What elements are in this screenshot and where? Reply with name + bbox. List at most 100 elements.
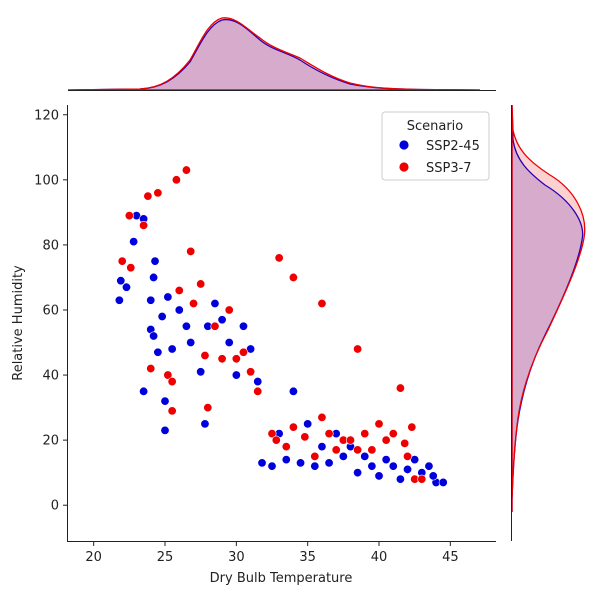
scatter-point-ssp3-7 xyxy=(126,263,136,273)
legend-title: Scenario xyxy=(407,119,464,134)
kde-y-ssp3-7 xyxy=(511,104,586,512)
scatter-point-ssp3-7 xyxy=(167,377,177,387)
legend-label-ssp3-7: SSP3-7 xyxy=(426,161,472,176)
scatter-points xyxy=(114,165,448,487)
y-ticks: 0 20 40 60 80 100 120 xyxy=(34,108,68,514)
scatter-point-ssp2-45 xyxy=(217,315,227,325)
scatter-point-ssp2-45 xyxy=(267,461,277,471)
scatter-point-ssp3-7 xyxy=(124,211,134,221)
scatter-point-ssp2-45 xyxy=(367,461,377,471)
scatter-point-ssp2-45 xyxy=(296,458,306,468)
scatter-point-ssp3-7 xyxy=(407,422,417,432)
scatter-point-ssp3-7 xyxy=(253,386,263,396)
right-marginal-kde xyxy=(511,104,586,541)
scatter-point-ssp2-45 xyxy=(139,386,149,396)
scatter-point-ssp3-7 xyxy=(224,305,234,315)
scatter-point-ssp3-7 xyxy=(163,370,173,380)
scatter-point-ssp3-7 xyxy=(143,191,153,201)
scatter-point-ssp3-7 xyxy=(196,279,206,289)
scatter-point-ssp3-7 xyxy=(353,445,363,455)
scatter-point-ssp2-45 xyxy=(303,419,313,429)
scatter-point-ssp3-7 xyxy=(181,165,191,175)
scatter-point-ssp3-7 xyxy=(381,435,391,445)
main-plot: 20 25 30 35 40 45 0 20 40 60 80 100 120 Dry Bulb Te… xyxy=(11,105,496,586)
scatter-point-ssp3-7 xyxy=(274,253,284,263)
scatter-point-ssp3-7 xyxy=(167,406,177,416)
scatter-point-ssp3-7 xyxy=(186,246,196,256)
scatter-point-ssp2-45 xyxy=(403,464,413,474)
scatter-point-ssp3-7 xyxy=(317,412,327,422)
scatter-point-ssp2-45 xyxy=(428,471,438,481)
scatter-point-ssp3-7 xyxy=(238,347,248,357)
scatter-point-ssp3-7 xyxy=(388,429,398,439)
scatter-point-ssp2-45 xyxy=(157,311,167,321)
x-tick-label: 40 xyxy=(371,550,388,565)
scatter-point-ssp3-7 xyxy=(171,175,181,185)
scatter-point-ssp3-7 xyxy=(353,344,363,354)
scatter-point-ssp2-45 xyxy=(116,276,126,286)
scatter-point-ssp3-7 xyxy=(203,403,213,413)
scatter-point-ssp2-45 xyxy=(160,396,170,406)
scatter-point-ssp3-7 xyxy=(345,435,355,445)
y-axis-label: Relative Humidity xyxy=(11,265,26,381)
scatter-point-ssp3-7 xyxy=(400,438,410,448)
legend-label-ssp2-45: SSP2-45 xyxy=(426,139,480,154)
scatter-point-ssp2-45 xyxy=(374,471,384,481)
y-tick-label: 20 xyxy=(42,434,59,449)
legend-marker-ssp2-45 xyxy=(398,139,410,151)
scatter-point-ssp3-7 xyxy=(246,367,256,377)
scatter-point-ssp2-45 xyxy=(186,338,196,348)
scatter-point-ssp2-45 xyxy=(388,461,398,471)
scatter-point-ssp2-45 xyxy=(163,292,173,302)
scatter-point-ssp2-45 xyxy=(160,425,170,435)
x-axis-label: Dry Bulb Temperature xyxy=(210,571,353,586)
y-tick-label: 60 xyxy=(42,303,59,318)
x-tick-label: 35 xyxy=(299,550,316,565)
legend: Scenario SSP2-45 SSP3-7 xyxy=(381,111,490,181)
scatter-point-ssp2-45 xyxy=(153,347,163,357)
x-ticks: 20 25 30 35 40 45 xyxy=(85,541,459,565)
scatter-point-ssp3-7 xyxy=(317,298,327,308)
scatter-point-ssp2-45 xyxy=(114,295,124,305)
scatter-point-ssp3-7 xyxy=(210,321,220,331)
scatter-point-ssp3-7 xyxy=(153,188,163,198)
scatter-point-ssp3-7 xyxy=(374,419,384,429)
scatter-point-ssp3-7 xyxy=(231,354,241,364)
scatter-point-ssp3-7 xyxy=(281,442,291,452)
y-tick-label: 100 xyxy=(34,173,59,188)
scatter-point-ssp3-7 xyxy=(288,422,298,432)
scatter-point-ssp3-7 xyxy=(117,256,127,266)
scatter-point-ssp3-7 xyxy=(360,429,370,439)
y-tick-label: 120 xyxy=(34,108,59,123)
scatter-point-ssp2-45 xyxy=(353,468,363,478)
scatter-point-ssp2-45 xyxy=(257,458,267,468)
y-tick-label: 40 xyxy=(42,369,59,384)
scatter-point-ssp2-45 xyxy=(324,458,334,468)
scatter-point-ssp2-45 xyxy=(381,455,391,465)
scatter-point-ssp2-45 xyxy=(231,370,241,380)
scatter-point-ssp3-7 xyxy=(367,445,377,455)
scatter-point-ssp2-45 xyxy=(317,442,327,452)
scatter-point-ssp3-7 xyxy=(267,429,277,439)
scatter-point-ssp2-45 xyxy=(238,321,248,331)
scatter-point-ssp2-45 xyxy=(149,272,159,282)
scatter-point-ssp3-7 xyxy=(288,272,298,282)
legend-box xyxy=(381,111,490,181)
x-tick-label: 20 xyxy=(85,550,102,565)
legend-marker-ssp3-7 xyxy=(398,161,410,173)
scatter-point-ssp3-7 xyxy=(417,474,427,484)
x-tick-label: 30 xyxy=(228,550,245,565)
scatter-point-ssp3-7 xyxy=(324,429,334,439)
scatter-point-ssp3-7 xyxy=(146,364,156,374)
scatter-point-ssp2-45 xyxy=(149,331,159,341)
scatter-point-ssp2-45 xyxy=(196,367,206,377)
scatter-point-ssp2-45 xyxy=(253,377,263,387)
x-tick-label: 45 xyxy=(442,550,459,565)
scatter-point-ssp2-45 xyxy=(288,386,298,396)
kde-x-ssp3-7 xyxy=(67,17,481,91)
scatter-point-ssp3-7 xyxy=(300,432,310,442)
scatter-point-ssp3-7 xyxy=(174,285,184,295)
scatter-point-ssp2-45 xyxy=(121,282,131,292)
scatter-point-ssp2-45 xyxy=(310,461,320,471)
